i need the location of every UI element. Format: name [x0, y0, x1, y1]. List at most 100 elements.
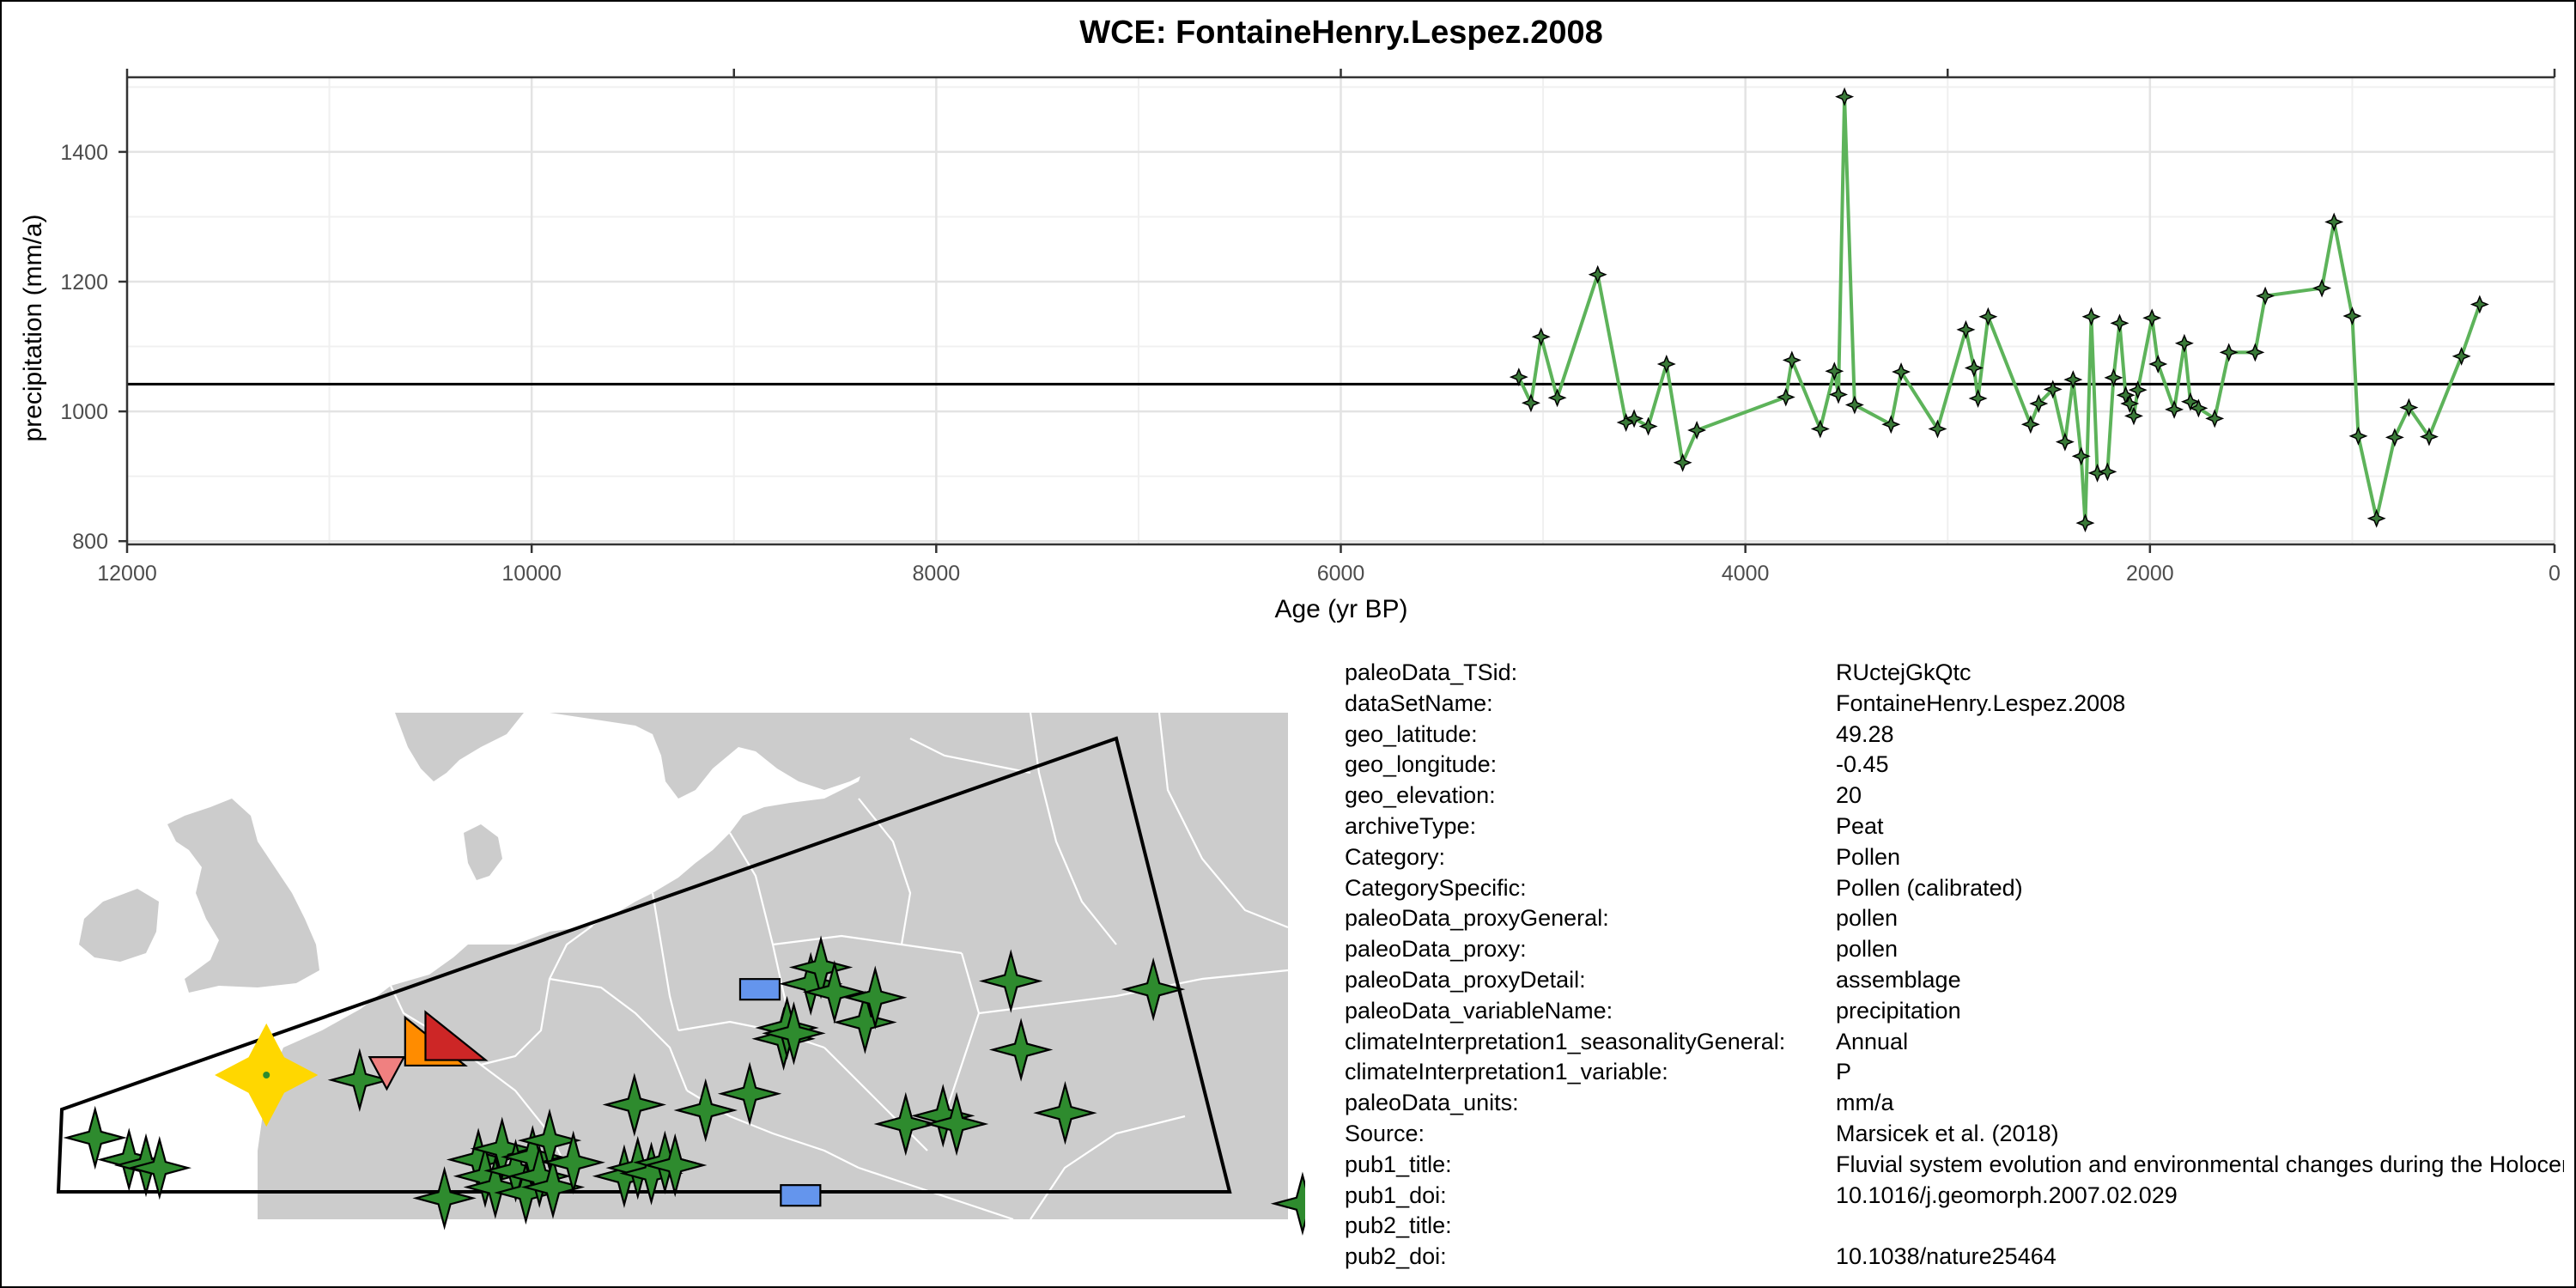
metadata-row: pub2_doi: 10.1038/nature25464 — [1345, 1242, 2564, 1273]
site-center-marker — [263, 1072, 270, 1078]
green-star4-marker — [1270, 1171, 1305, 1236]
data-point — [2020, 415, 2040, 434]
europe-land — [258, 713, 1288, 1219]
green-star4-marker — [1121, 957, 1186, 1022]
metadata-key: paleoData_variableName: — [1345, 997, 1613, 1024]
green-star4-marker — [924, 1091, 989, 1157]
metadata-key: Source: — [1345, 1120, 1425, 1146]
data-point — [2104, 368, 2123, 387]
data-point — [2245, 343, 2265, 362]
green-star4-marker — [602, 1072, 667, 1137]
data-point — [1625, 409, 1644, 428]
metadata-value: RUctejGkQtc — [1836, 659, 1971, 685]
data-points — [1509, 87, 2489, 533]
data-point — [1844, 395, 1864, 415]
data-point — [2470, 295, 2489, 314]
data-point — [2075, 513, 2095, 533]
metadata-value: -0.45 — [1836, 751, 1889, 778]
metadata-key: Category: — [1345, 843, 1446, 870]
data-point — [1825, 361, 1844, 381]
y-tick-label: 1400 — [60, 141, 108, 165]
data-point — [2120, 394, 2140, 414]
data-point — [1978, 307, 1998, 326]
metadata-key: pub1_doi: — [1345, 1182, 1447, 1208]
x-axis-ticks: 12000 10000 8000 6000 4000 2000 0 — [97, 544, 2561, 586]
metadata-row: paleoData_TSid: RUctejGkQtc — [1345, 658, 2564, 689]
series-line — [1517, 94, 2482, 526]
data-point — [1588, 264, 1607, 284]
metadata-key: paleoData_units: — [1345, 1090, 1519, 1116]
data-point — [2043, 380, 2063, 399]
green-star4-marker — [127, 1135, 192, 1200]
metadata-key: paleoData_TSid: — [1345, 659, 1518, 685]
data-point — [1776, 387, 1795, 407]
data-point — [1835, 87, 1855, 106]
region-outline — [56, 736, 1232, 1194]
green-star4-marker — [463, 1155, 528, 1219]
metadata-value: pollen — [1836, 936, 1899, 963]
green-star4-marker — [762, 1001, 826, 1066]
metadata-row: pub1_title: Fluvial system evolution and … — [1345, 1150, 2564, 1181]
metadata-row: Category: Pollen — [1345, 842, 2564, 873]
metadata-row: pub1_doi: 10.1016/j.geomorph.2007.02.029 — [1345, 1181, 2564, 1212]
x-tick-label: 0 — [2549, 562, 2561, 586]
scandinavia-south-land — [550, 713, 945, 799]
metadata-key: archiveType: — [1345, 812, 1477, 839]
data-point — [1956, 319, 1976, 339]
green-star4-marker — [642, 1133, 708, 1198]
red-tri-right-marker — [424, 1010, 489, 1061]
data-point — [2451, 346, 2471, 366]
data-point — [2098, 462, 2117, 482]
metadata-value: Marsicek et al. (2018) — [1836, 1120, 2059, 1146]
green-star4-marker — [988, 1018, 1054, 1082]
data-point — [2324, 212, 2344, 232]
data-point — [2348, 426, 2368, 446]
data-point — [2256, 286, 2275, 306]
metadata-key: dataSetName: — [1345, 690, 1493, 716]
data-point — [2063, 370, 2083, 390]
green-star4-marker — [1033, 1080, 1097, 1145]
data-point — [1928, 419, 1947, 439]
y-tick-label: 800 — [72, 530, 108, 554]
metadata-value: Annual — [1836, 1028, 1909, 1054]
data-point — [1547, 388, 1567, 408]
data-point — [2342, 307, 2362, 326]
data-point — [2399, 398, 2419, 417]
green-star4-marker — [673, 1078, 738, 1143]
y-tick-label: 1000 — [60, 400, 108, 424]
data-point — [2312, 278, 2332, 298]
metadata-row: pub2_title: — [1345, 1211, 2564, 1242]
metadata-key: geo_latitude: — [1345, 720, 1478, 747]
metadata-value: Pollen (calibrated) — [1836, 874, 2023, 901]
metadata-key: climateInterpretation1_seasonalityGenera… — [1345, 1028, 1786, 1054]
x-tick-label: 10000 — [501, 562, 562, 586]
data-point — [1782, 350, 1801, 370]
metadata-value: Pollen — [1836, 843, 1901, 870]
scandinavia-land — [395, 713, 524, 781]
data-point — [2110, 313, 2129, 333]
metadata-row: paleoData_units: mm/a — [1345, 1088, 2564, 1119]
metadata-row: paleoData_proxy: pollen — [1345, 934, 2564, 965]
metadata-value: 10.1038/nature25464 — [1836, 1243, 2057, 1270]
x-axis-label: Age (yr BP) — [1274, 595, 1407, 623]
data-point — [2148, 354, 2168, 374]
metadata-key: pub2_doi: — [1345, 1243, 1447, 1270]
land-masses — [79, 713, 1288, 1219]
green-star4-marker — [717, 1061, 782, 1126]
green-star4-marker — [541, 1130, 605, 1194]
data-point — [2071, 447, 2091, 466]
metadata-value: 20 — [1836, 782, 1862, 809]
metadata-value: Peat — [1836, 812, 1884, 839]
data-point — [1656, 354, 1676, 374]
metadata-row: dataSetName: FontaineHenry.Lespez.2008 — [1345, 689, 2564, 720]
data-point — [1892, 362, 1911, 382]
data-point — [1968, 389, 1988, 408]
data-point — [1616, 412, 1636, 432]
data-point — [1638, 416, 1658, 436]
denmark-land — [464, 824, 502, 880]
metadata-row: archiveType: Peat — [1345, 811, 2564, 842]
metadata-key: geo_elevation: — [1345, 782, 1496, 809]
pink-tri-down-marker — [368, 1056, 406, 1091]
metadata-key: geo_longitude: — [1345, 751, 1498, 778]
y-tick-label: 1200 — [60, 270, 108, 295]
